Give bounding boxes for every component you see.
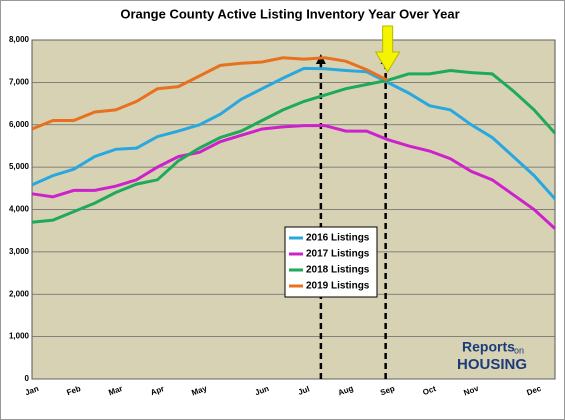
highlight-arrow [374,25,401,73]
y-tick-label: 4,000 [9,205,30,214]
series-line [31,66,557,200]
x-tick-label: Oct [422,384,438,397]
logo-text: on [514,345,524,355]
y-tick-label: 5,000 [9,162,30,171]
x-tick-label: Apr [149,384,165,397]
chart-title: Orange County Active Listing Inventory Y… [120,6,459,21]
series-line [31,68,557,224]
x-tick-label: Jul [297,384,311,396]
series-line [31,56,389,131]
legend-label: 2019 Listings [306,281,370,292]
y-tick-label: 3,000 [9,247,30,256]
series-line [31,124,557,230]
y-tick-label: 6,000 [9,120,30,129]
y-tick-label: 2,000 [9,289,30,298]
x-tick-label: Jan [24,384,40,397]
logo-text: HOUSING [457,356,527,373]
logo-text: Reports [462,339,515,355]
y-tick-label: 1,000 [9,332,30,341]
legend-label: 2016 Listings [306,233,370,244]
legend-label: 2017 Listings [306,249,370,260]
y-tick-label: 8,000 [9,35,30,44]
y-tick-label: 0 [25,374,30,383]
legend-label: 2018 Listings [306,265,370,276]
y-tick-label: 7,000 [9,77,30,86]
